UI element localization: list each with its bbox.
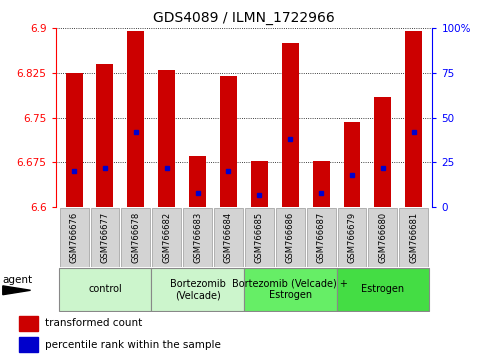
Bar: [66, 73, 83, 207]
Text: GSM766678: GSM766678: [131, 212, 141, 263]
Bar: [189, 156, 206, 207]
FancyBboxPatch shape: [244, 268, 337, 311]
Text: percentile rank within the sample: percentile rank within the sample: [45, 339, 221, 350]
Text: GSM766686: GSM766686: [286, 212, 295, 263]
FancyBboxPatch shape: [307, 208, 336, 267]
Bar: [313, 161, 329, 207]
Text: Bortezomib
(Velcade): Bortezomib (Velcade): [170, 279, 226, 300]
FancyBboxPatch shape: [369, 208, 398, 267]
FancyBboxPatch shape: [338, 208, 367, 267]
FancyBboxPatch shape: [90, 208, 119, 267]
Polygon shape: [3, 286, 30, 295]
Bar: [405, 31, 422, 207]
Text: Estrogen: Estrogen: [361, 284, 404, 295]
FancyBboxPatch shape: [152, 208, 181, 267]
Bar: [19, 316, 38, 331]
Bar: [19, 337, 38, 352]
Text: GSM766683: GSM766683: [193, 212, 202, 263]
Text: GSM766680: GSM766680: [378, 212, 387, 263]
Text: GSM766685: GSM766685: [255, 212, 264, 263]
FancyBboxPatch shape: [245, 208, 274, 267]
Text: GSM766682: GSM766682: [162, 212, 171, 263]
Text: GSM766687: GSM766687: [317, 212, 326, 263]
Bar: [343, 122, 360, 207]
Bar: [97, 64, 114, 207]
Text: Bortezomib (Velcade) +
Estrogen: Bortezomib (Velcade) + Estrogen: [232, 279, 348, 300]
Text: agent: agent: [3, 275, 33, 285]
Text: GSM766681: GSM766681: [409, 212, 418, 263]
Bar: [128, 31, 144, 207]
Bar: [220, 76, 237, 207]
FancyBboxPatch shape: [276, 208, 305, 267]
FancyBboxPatch shape: [399, 208, 428, 267]
FancyBboxPatch shape: [59, 208, 88, 267]
Text: control: control: [88, 284, 122, 295]
Bar: [251, 161, 268, 207]
FancyBboxPatch shape: [337, 268, 429, 311]
Text: transformed count: transformed count: [45, 318, 142, 329]
Text: GSM766676: GSM766676: [70, 212, 79, 263]
Text: GSM766677: GSM766677: [100, 212, 110, 263]
Text: GSM766684: GSM766684: [224, 212, 233, 263]
FancyBboxPatch shape: [121, 208, 150, 267]
Text: GSM766679: GSM766679: [347, 212, 356, 263]
FancyBboxPatch shape: [151, 268, 244, 311]
Bar: [282, 43, 298, 207]
FancyBboxPatch shape: [214, 208, 243, 267]
Bar: [158, 70, 175, 207]
FancyBboxPatch shape: [183, 208, 212, 267]
Title: GDS4089 / ILMN_1722966: GDS4089 / ILMN_1722966: [153, 11, 335, 24]
FancyBboxPatch shape: [58, 268, 151, 311]
Bar: [374, 97, 391, 207]
